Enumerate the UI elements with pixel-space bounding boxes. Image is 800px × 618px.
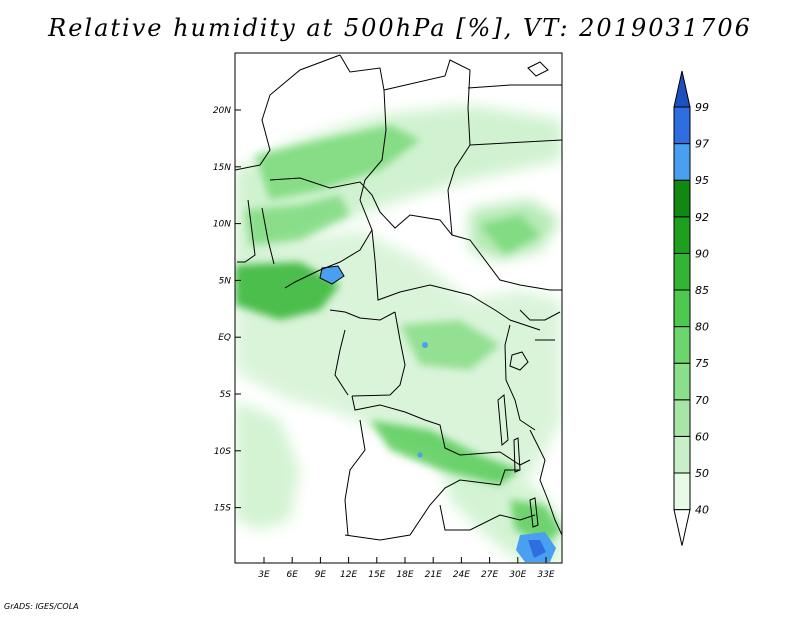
lat-tick-label: 10S [214,447,231,457]
colorbar-segment [673,435,691,474]
country-borders [235,54,562,541]
lat-tick-label: EQ [218,333,231,343]
grads-credit: GrADS: IGES/COLA [4,602,79,611]
plot-border [234,52,563,564]
colorbar-lower-arrow [673,509,691,546]
longitude-axis: 3E 6E 9E 12E 15E 18E 21E 24E 27E 30E 33E [258,557,555,580]
colorbar-segment [673,252,691,291]
colorbar-segment [673,106,691,145]
colorbar-label: 70 [695,394,709,407]
colorbar-segment [673,326,691,364]
colorbar-segment [673,289,691,328]
colorbar-segment [673,179,691,218]
lon-tick-label: 15E [368,570,385,580]
colorbar-label: 99 [695,101,709,114]
colorbar: 40 50 60 70 75 80 85 90 92 95 97 99 [673,70,709,546]
colorbar-segment [673,216,691,254]
colorbar-segment [673,143,691,181]
lon-tick-label: 9E [315,570,327,580]
colorbar-label: 90 [695,247,709,260]
colorbar-segment [673,362,691,401]
colorbar-label: 92 [695,211,709,224]
colorbar-label: 40 [695,504,709,517]
lon-tick-label: 30E [509,570,526,580]
lat-tick-label: 5N [219,276,232,286]
lat-tick-label: 20N [213,106,231,116]
colorbar-label: 85 [695,284,709,297]
lat-tick-label: 15N [213,163,231,173]
lon-tick-label: 3E [258,570,270,580]
colorbar-label: 97 [695,138,709,151]
lat-tick-label: 5S [220,390,232,400]
colorbar-segment [673,472,691,511]
lat-tick-label: 10N [213,220,231,230]
latitude-axis: 20N 15N 10N 5N EQ 5S 10S 15S [213,106,241,514]
colorbar-label: 80 [695,321,709,334]
lon-tick-label: 18E [396,570,413,580]
lat-tick-label: 15S [214,504,231,514]
colorbar-upper-arrow [673,70,691,108]
lon-tick-label: 6E [286,570,298,580]
colorbar-label: 60 [695,430,709,443]
lon-tick-label: 21E [425,570,442,580]
lon-tick-label: 33E [537,570,554,580]
map-title: Relative humidity at 500hPa [%], VT: 201… [48,14,752,42]
lon-tick-label: 12E [340,570,357,580]
colorbar-label: 95 [695,174,709,187]
lon-tick-label: 24E [453,570,470,580]
lake-outlines [319,61,549,528]
humidity-field [235,105,562,563]
colorbar-segment [673,399,691,437]
colorbar-label: 75 [695,357,709,370]
lon-tick-label: 27E [481,570,498,580]
colorbar-label: 50 [695,467,709,480]
